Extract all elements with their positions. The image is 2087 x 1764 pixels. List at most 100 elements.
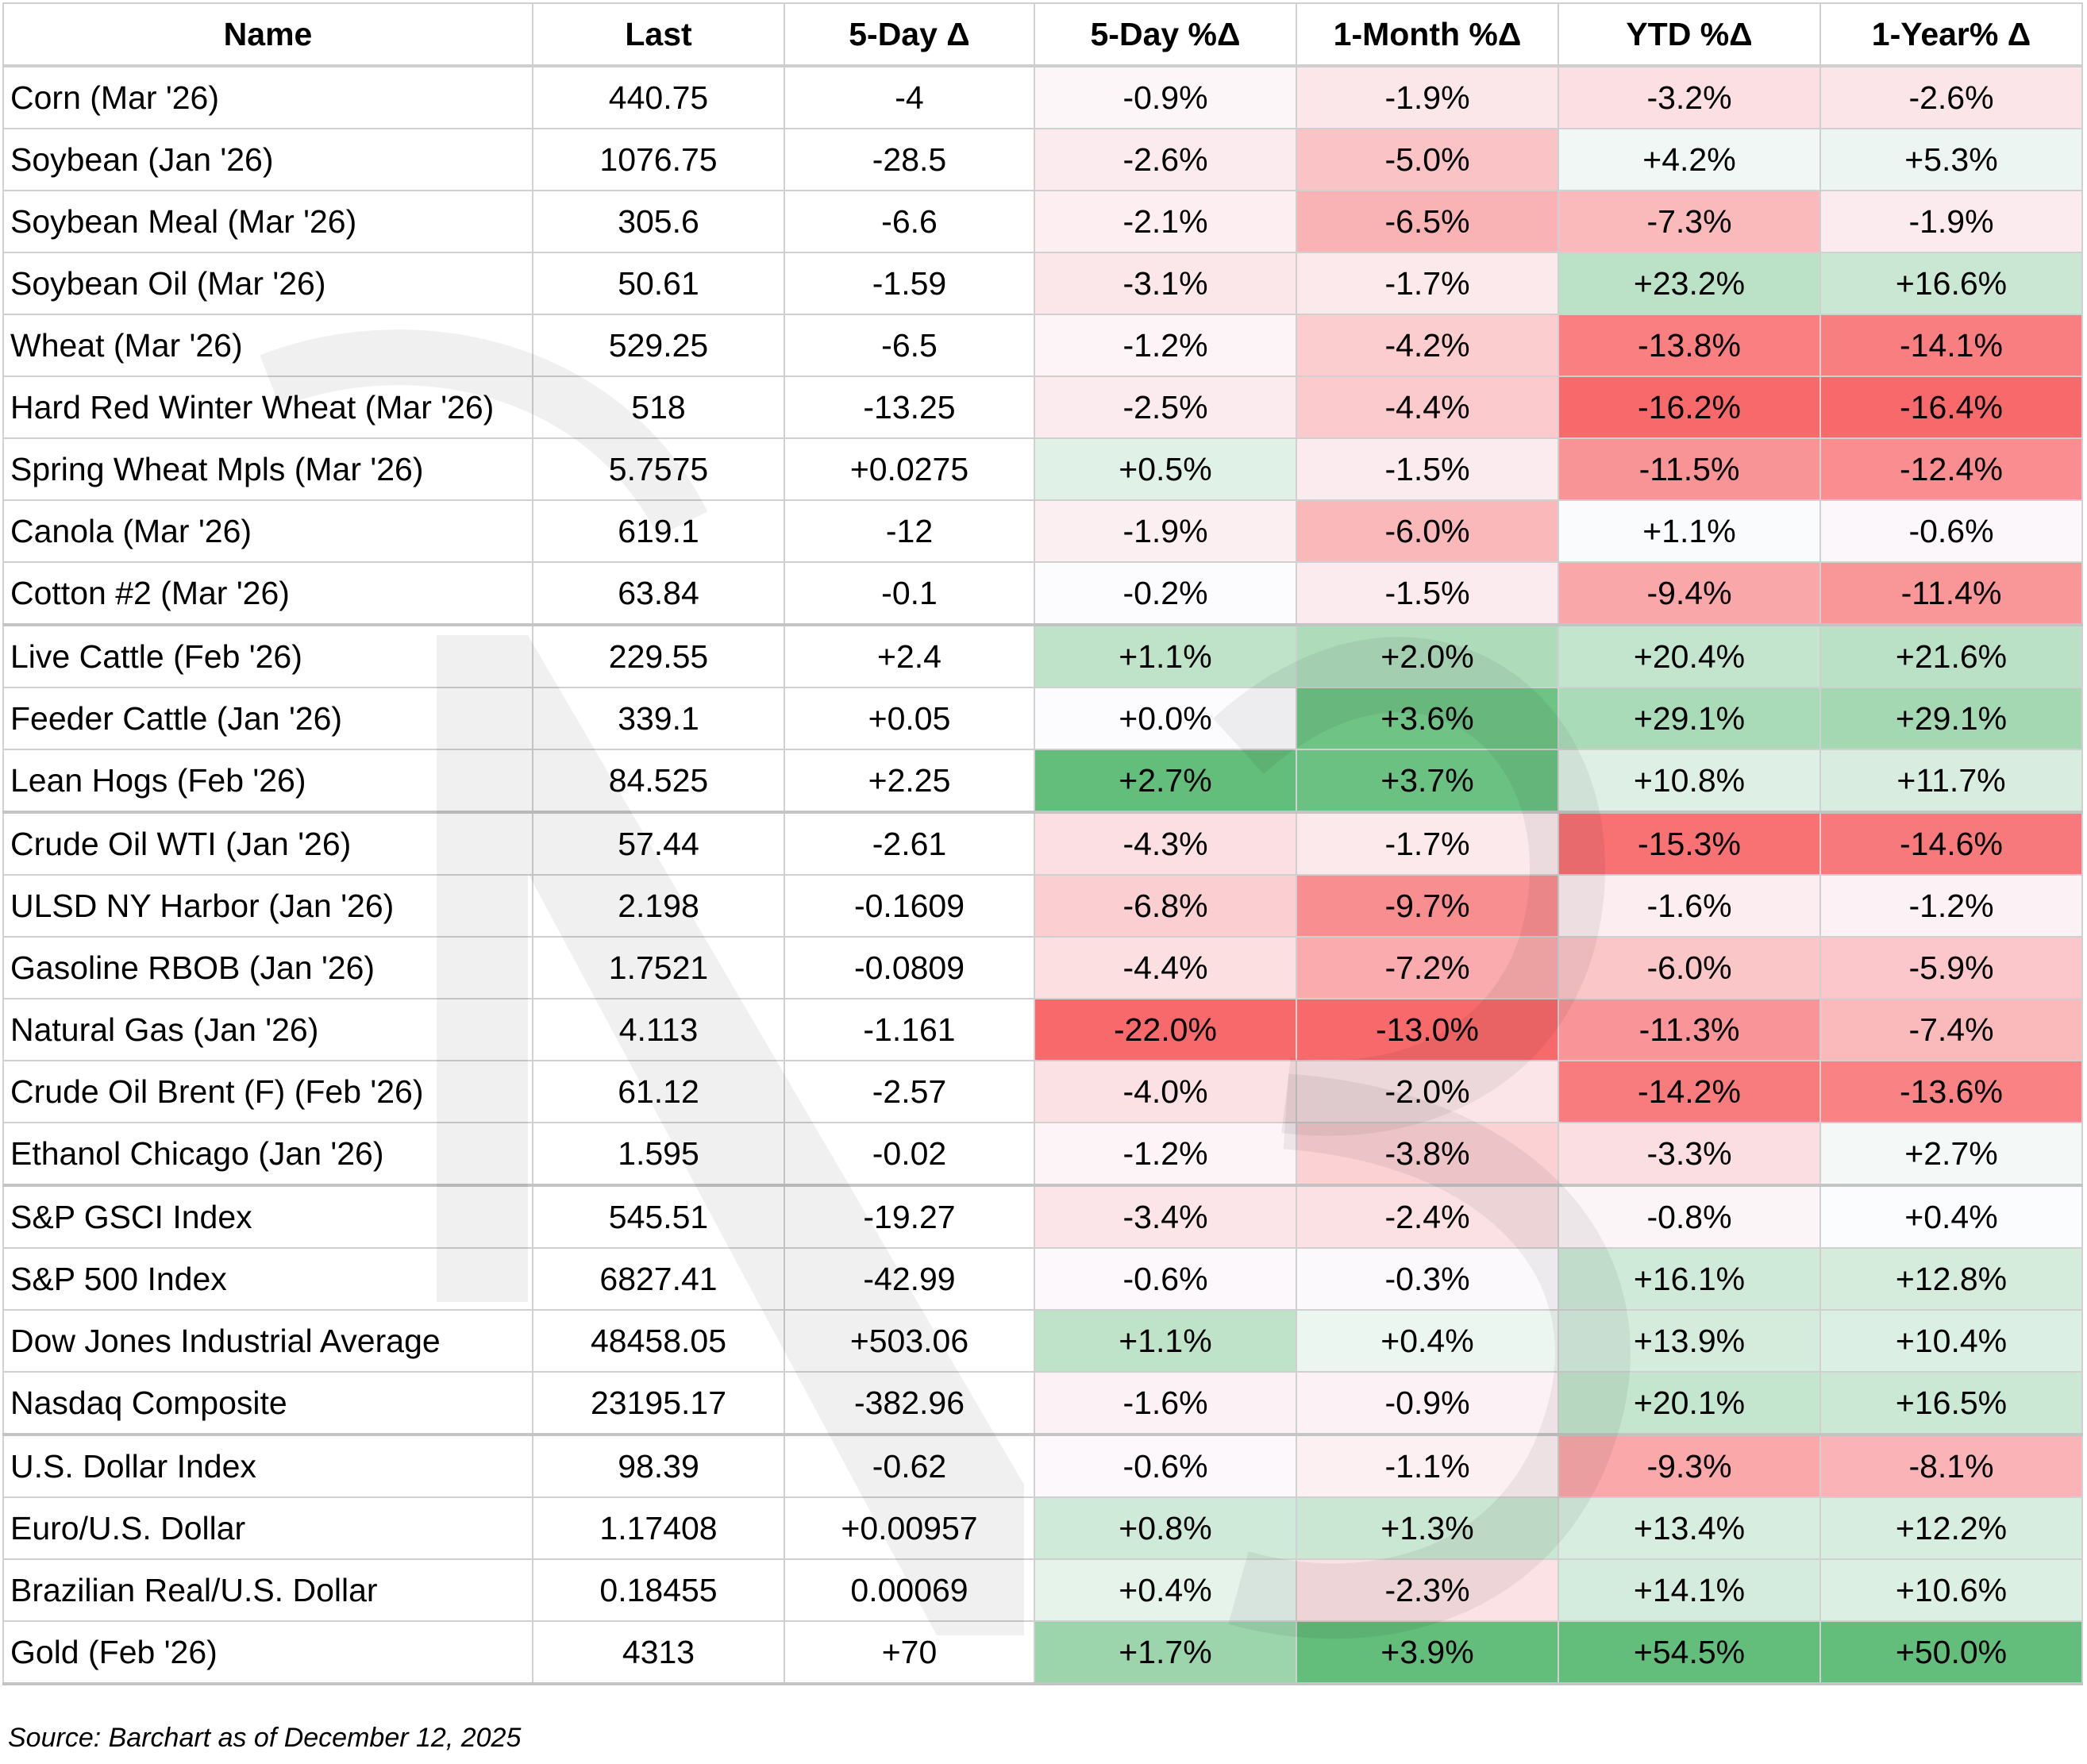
pct-1year-cell: +50.0% — [1819, 1620, 2083, 1685]
pct-5day-cell: -22.0% — [1034, 998, 1297, 1061]
pct-ytd-cell: -3.2% — [1558, 65, 1821, 129]
header-1month-pct: 1-Month %Δ — [1296, 2, 1559, 67]
pct-1month-cell: -2.4% — [1296, 1184, 1559, 1249]
pct-5day-cell: -6.8% — [1034, 874, 1297, 938]
pct-5day-cell: -0.2% — [1034, 561, 1297, 626]
pct-1year-cell: -1.2% — [1819, 874, 2083, 938]
pct-ytd-cell: -11.3% — [1558, 998, 1821, 1061]
table-row: Gasoline RBOB (Jan '26) 1.7521 -0.0809 -4.4… — [2, 936, 2083, 999]
pct-5day-cell: +0.0% — [1034, 687, 1297, 750]
pct-ytd-cell: -13.8% — [1558, 314, 1821, 377]
change-5day-cell: -4 — [784, 65, 1035, 129]
pct-ytd-cell: -0.8% — [1558, 1184, 1821, 1249]
pct-5day-cell: -2.1% — [1034, 190, 1297, 253]
pct-1month-cell: -1.5% — [1296, 561, 1559, 626]
header-1year-pct: 1-Year% Δ — [1819, 2, 2083, 67]
last-cell: 1.595 — [532, 1122, 785, 1186]
change-5day-cell: -12 — [784, 499, 1035, 563]
table-row: S&P GSCI Index 545.51 -19.27 -3.4% -2.4% -0.8… — [2, 1184, 2083, 1249]
last-cell: 63.84 — [532, 561, 785, 626]
last-cell: 1.17408 — [532, 1496, 785, 1560]
change-5day-cell: +2.4 — [784, 623, 1035, 688]
last-cell: 229.55 — [532, 623, 785, 688]
pct-1month-cell: -3.8% — [1296, 1122, 1559, 1186]
pct-5day-cell: -2.6% — [1034, 128, 1297, 191]
pct-5day-cell: +0.5% — [1034, 437, 1297, 501]
last-cell: 440.75 — [532, 65, 785, 129]
name-cell: Gold (Feb '26) — [2, 1620, 533, 1685]
header-5day-change: 5-Day Δ — [784, 2, 1035, 67]
last-cell: 50.61 — [532, 252, 785, 315]
pct-ytd-cell: +4.2% — [1558, 128, 1821, 191]
change-5day-cell: -13.25 — [784, 376, 1035, 439]
pct-1year-cell: -14.6% — [1819, 811, 2083, 876]
table-row: Natural Gas (Jan '26) 4.113 -1.161 -22.0% -1… — [2, 998, 2083, 1061]
pct-1month-cell: -0.3% — [1296, 1247, 1559, 1311]
change-5day-cell: +70 — [784, 1620, 1035, 1685]
pct-5day-cell: +0.4% — [1034, 1558, 1297, 1622]
name-cell: Lean Hogs (Feb '26) — [2, 749, 533, 813]
change-5day-cell: -28.5 — [784, 128, 1035, 191]
source-note: Source: Barchart as of December 12, 2025 — [8, 1723, 522, 1753]
last-cell: 48458.05 — [532, 1309, 785, 1373]
change-5day-cell: +0.00957 — [784, 1496, 1035, 1560]
name-cell: Gasoline RBOB (Jan '26) — [2, 936, 533, 999]
name-cell: S&P GSCI Index — [2, 1184, 533, 1249]
table-row: Wheat (Mar '26) 529.25 -6.5 -1.2% -4.2% -13.8… — [2, 314, 2083, 377]
header-ytd-pct: YTD %Δ — [1558, 2, 1821, 67]
last-cell: 0.18455 — [532, 1558, 785, 1622]
name-cell: Soybean (Jan '26) — [2, 128, 533, 191]
pct-1year-cell: +10.4% — [1819, 1309, 2083, 1373]
pct-1year-cell: -5.9% — [1819, 936, 2083, 999]
pct-1year-cell: +0.4% — [1819, 1184, 2083, 1249]
table-row: Feeder Cattle (Jan '26) 339.1 +0.05 +0.0% +3… — [2, 687, 2083, 750]
table-row: ULSD NY Harbor (Jan '26) 2.198 -0.1609 -6.8… — [2, 874, 2083, 938]
table-row: Crude Oil Brent (F) (Feb '26) 61.12 -2.57-… — [2, 1060, 2083, 1123]
name-cell: Hard Red Winter Wheat (Mar '26) — [2, 376, 533, 439]
pct-ytd-cell: +54.5% — [1558, 1620, 1821, 1685]
pct-1month-cell: -1.5% — [1296, 437, 1559, 501]
pct-1month-cell: -7.2% — [1296, 936, 1559, 999]
pct-ytd-cell: -15.3% — [1558, 811, 1821, 876]
pct-1month-cell: -0.9% — [1296, 1371, 1559, 1435]
pct-5day-cell: -1.9% — [1034, 499, 1297, 563]
pct-1month-cell: -1.9% — [1296, 65, 1559, 129]
header-last: Last — [532, 2, 785, 67]
pct-5day-cell: -1.6% — [1034, 1371, 1297, 1435]
pct-5day-cell: -0.9% — [1034, 65, 1297, 129]
last-cell: 5.7575 — [532, 437, 785, 501]
last-cell: 518 — [532, 376, 785, 439]
pct-ytd-cell: -16.2% — [1558, 376, 1821, 439]
pct-1year-cell: -11.4% — [1819, 561, 2083, 626]
pct-ytd-cell: +20.1% — [1558, 1371, 1821, 1435]
pct-1month-cell: -1.1% — [1296, 1433, 1559, 1498]
pct-5day-cell: -0.6% — [1034, 1247, 1297, 1311]
pct-1month-cell: -4.2% — [1296, 314, 1559, 377]
table-row: Lean Hogs (Feb '26) 84.525 +2.25 +2.7% +3.7%… — [2, 749, 2083, 813]
pct-1month-cell: -4.4% — [1296, 376, 1559, 439]
pct-1year-cell: +12.2% — [1819, 1496, 2083, 1560]
table-row: Crude Oil WTI (Jan '26) 57.44 -2.61 -4.3% -1… — [2, 811, 2083, 876]
name-cell: Feeder Cattle (Jan '26) — [2, 687, 533, 750]
pct-1month-cell: -6.0% — [1296, 499, 1559, 563]
pct-ytd-cell: +20.4% — [1558, 623, 1821, 688]
pct-ytd-cell: +13.4% — [1558, 1496, 1821, 1560]
name-cell: Canola (Mar '26) — [2, 499, 533, 563]
pct-5day-cell: -4.4% — [1034, 936, 1297, 999]
change-5day-cell: -42.99 — [784, 1247, 1035, 1311]
pct-1year-cell: +12.8% — [1819, 1247, 2083, 1311]
name-cell: ULSD NY Harbor (Jan '26) — [2, 874, 533, 938]
change-5day-cell: -0.0809 — [784, 936, 1035, 999]
change-5day-cell: +0.05 — [784, 687, 1035, 750]
last-cell: 84.525 — [532, 749, 785, 813]
pct-1year-cell: +2.7% — [1819, 1122, 2083, 1186]
name-cell: Natural Gas (Jan '26) — [2, 998, 533, 1061]
table-row: Hard Red Winter Wheat (Mar '26) 518 -13.25… — [2, 376, 2083, 439]
pct-5day-cell: +1.7% — [1034, 1620, 1297, 1685]
name-cell: Spring Wheat Mpls (Mar '26) — [2, 437, 533, 501]
pct-5day-cell: -0.6% — [1034, 1433, 1297, 1498]
pct-1month-cell: -1.7% — [1296, 811, 1559, 876]
pct-5day-cell: +1.1% — [1034, 1309, 1297, 1373]
pct-1year-cell: +21.6% — [1819, 623, 2083, 688]
table-row: Soybean Oil (Mar '26) 50.61 -1.59 -3.1% -1.7… — [2, 252, 2083, 315]
